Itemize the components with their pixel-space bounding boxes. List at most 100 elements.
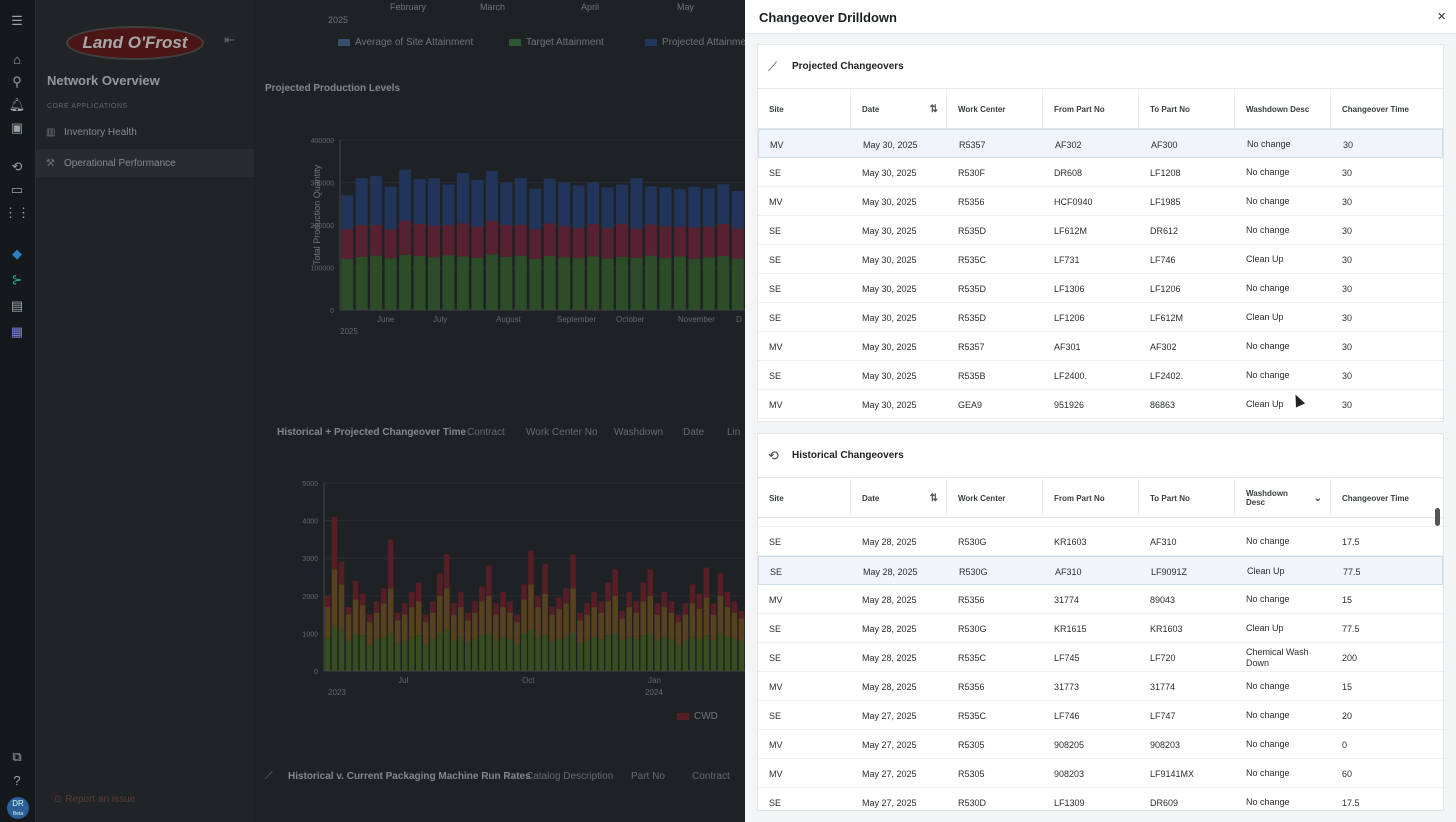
inbox-icon[interactable]: ▣ — [10, 120, 24, 135]
chevron-down-icon[interactable]: ⌄ — [1313, 492, 1322, 504]
column-header-label: Washdown Desc — [1246, 489, 1288, 507]
column-header[interactable]: From Part No — [1043, 478, 1139, 518]
report-issue-link[interactable]: ⊙ Report an issue — [54, 794, 136, 805]
table-cell: 77.5 — [1343, 566, 1361, 577]
modal-backdrop[interactable] — [36, 0, 745, 822]
bar-segment — [338, 584, 345, 630]
search-icon[interactable]: ⚲ — [12, 74, 22, 89]
scrollbar-thumb[interactable] — [1435, 508, 1440, 526]
column-header[interactable]: From Part No — [1043, 89, 1139, 129]
flow-icon[interactable]: ⊱ — [11, 272, 23, 287]
table-row[interactable]: SE May 28, 2025 R530G KR1615 KR1603 Clean Up 7… — [758, 614, 1443, 643]
column-header[interactable]: Date ⇅ — [851, 89, 947, 129]
column-header[interactable]: Work Center — [947, 478, 1043, 518]
filter-catalog-description[interactable]: Catalog Description — [526, 771, 614, 782]
column-header[interactable]: Site — [758, 478, 851, 518]
bar-segment — [399, 220, 412, 255]
table-cell: 908205 — [1054, 739, 1085, 750]
table-row[interactable]: SE May 30, 2025 R530F DR608 LF1208 No change 3… — [758, 158, 1443, 187]
table-cell: R535D — [958, 225, 987, 236]
history-icon[interactable]: ⟲ — [11, 159, 23, 174]
table-row[interactable]: MV May 30, 2025 GEA9 951926 86863 Clean Up 30 — [758, 390, 1443, 419]
bar-segment — [612, 595, 618, 634]
notification-bell-icon[interactable]: 🔔︎ — [8, 97, 26, 112]
table-row[interactable]: SE May 30, 2025 R535C LF731 LF746 Clean Up 30 — [758, 245, 1443, 274]
bar-segment — [661, 637, 668, 671]
table-body[interactable]: MV May 30, 2025 R5357 AF302 AF300 No change 30… — [758, 129, 1443, 419]
bar-segment — [543, 223, 556, 257]
table-row[interactable]: MV May 30, 2025 R5357 AF301 AF302 No change 30 — [758, 332, 1443, 361]
top-chart-year: 2025 — [328, 15, 349, 25]
table-row[interactable]: MV May 28, 2025 R5356 31773 31774 No change 15 — [758, 672, 1443, 701]
column-header[interactable]: To Part No — [1139, 478, 1235, 518]
bar-segment — [542, 593, 548, 636]
x-tick-label: Jul — [398, 676, 408, 685]
folder-icon[interactable]: ▭ — [10, 182, 24, 197]
table-row[interactable]: MV May 27, 2025 R5305 908205 908203 No change… — [758, 730, 1443, 759]
bar-segment — [456, 256, 469, 310]
table-row[interactable]: SE May 30, 2025 R535B LF2400. LF2402. No chan… — [758, 361, 1443, 390]
table-cell: May 30, 2025 — [862, 283, 917, 294]
bar-segment — [442, 184, 455, 225]
table-cell: 31774 — [1054, 594, 1080, 605]
table-row[interactable]: SE May 28, 2025 R530G KR1603 AF310 No change 1… — [758, 527, 1443, 556]
table-row[interactable]: SE May 30, 2025 R535D LF1306 LF1206 No change… — [758, 274, 1443, 303]
table-row[interactable]: MV May 30, 2025 R5356 HCF0940 LF1985 No chang… — [758, 187, 1443, 216]
table-cell: R530G — [958, 623, 987, 634]
filter-contract[interactable]: Contract — [692, 771, 730, 782]
bar-segment — [331, 516, 338, 570]
apps-grid-icon[interactable]: ⋮⋮ — [4, 205, 30, 220]
filter-contract[interactable]: Contract — [467, 427, 505, 438]
table-row[interactable]: MV May 27, 2025 R5305 908203 LF9141MX No chan… — [758, 759, 1443, 788]
report-icon[interactable]: ▦ — [10, 324, 24, 339]
network-icon[interactable]: ⧉ — [12, 749, 22, 764]
bar-segment — [514, 614, 520, 623]
table-row[interactable]: MV May 28, 2025 R5356 31774 89043 No change 15 — [758, 585, 1443, 614]
bar-segment — [724, 592, 731, 608]
bar-segment — [689, 603, 696, 638]
bar-segment — [731, 258, 744, 310]
column-header[interactable]: Work Center — [947, 89, 1043, 129]
column-header[interactable]: Changeover Time — [1331, 89, 1443, 129]
cube-icon[interactable]: ◆ — [12, 246, 22, 261]
bar-segment — [366, 622, 373, 645]
bar-segment — [738, 640, 745, 671]
nav-item-inventory-health[interactable]: ▥ Inventory Health — [36, 118, 254, 146]
filter-part-no[interactable]: Part No — [631, 771, 665, 782]
table-cell: LF720 — [1150, 652, 1176, 663]
table-row[interactable]: SE May 30, 2025 R535D LF612M DR612 No change 3… — [758, 216, 1443, 245]
table-row[interactable]: SE May 30, 2025 R535D LF1206 LF612M Clean Up 3… — [758, 303, 1443, 332]
column-header[interactable]: Changeover Time — [1331, 478, 1443, 518]
close-icon[interactable]: × — [1437, 8, 1446, 25]
home-icon[interactable]: ⌂ — [13, 51, 21, 67]
table-row[interactable]: SE May 27, 2025 R535C LF746 LF747 No change 20 — [758, 701, 1443, 730]
y-tick-label: 1000 — [302, 631, 318, 638]
column-header[interactable]: Date ⇅ — [851, 478, 947, 518]
column-header[interactable]: Washdown Desc ⌄ — [1235, 478, 1331, 518]
bar-segment — [673, 256, 686, 310]
bar-segment — [688, 259, 701, 310]
filter-work-center[interactable]: Work Center No — [526, 427, 598, 438]
filter-washdown[interactable]: Washdown — [614, 427, 664, 438]
x-year-label: 2025 — [340, 327, 358, 336]
robot-icon[interactable]: ▤ — [10, 298, 24, 313]
column-header[interactable]: Site — [758, 89, 851, 129]
avatar[interactable]: DR Beta — [7, 797, 29, 819]
menu-icon[interactable]: ☰ — [11, 13, 23, 28]
sort-icon[interactable]: ⇅ — [929, 103, 938, 115]
table-row[interactable]: SE May 28, 2025 R535C LF745 LF720 Chemical Wa… — [758, 643, 1443, 672]
table-cell: MV — [769, 399, 783, 410]
help-icon[interactable]: ? — [13, 772, 21, 788]
table-row[interactable]: SE May 27, 2025 R530D LF1309 DR609 No change 1… — [758, 788, 1443, 810]
column-header[interactable]: Washdown Desc — [1235, 89, 1331, 129]
table-row[interactable]: MV May 30, 2025 R5357 AF302 AF300 No change 30 — [758, 129, 1443, 158]
collapse-sidebar-icon[interactable]: ⇤ — [224, 32, 235, 47]
nav-item-operational-performance[interactable]: ⚒ Operational Performance — [36, 149, 254, 177]
column-header[interactable]: To Part No — [1139, 89, 1235, 129]
filter-date[interactable]: Date — [683, 427, 705, 438]
sort-icon[interactable]: ⇅ — [929, 492, 938, 504]
table-row[interactable]: SE May 28, 2025 R530G AF310 LF9091Z Clean Up 7… — [758, 556, 1443, 585]
filter-line[interactable]: Lin — [727, 427, 741, 438]
